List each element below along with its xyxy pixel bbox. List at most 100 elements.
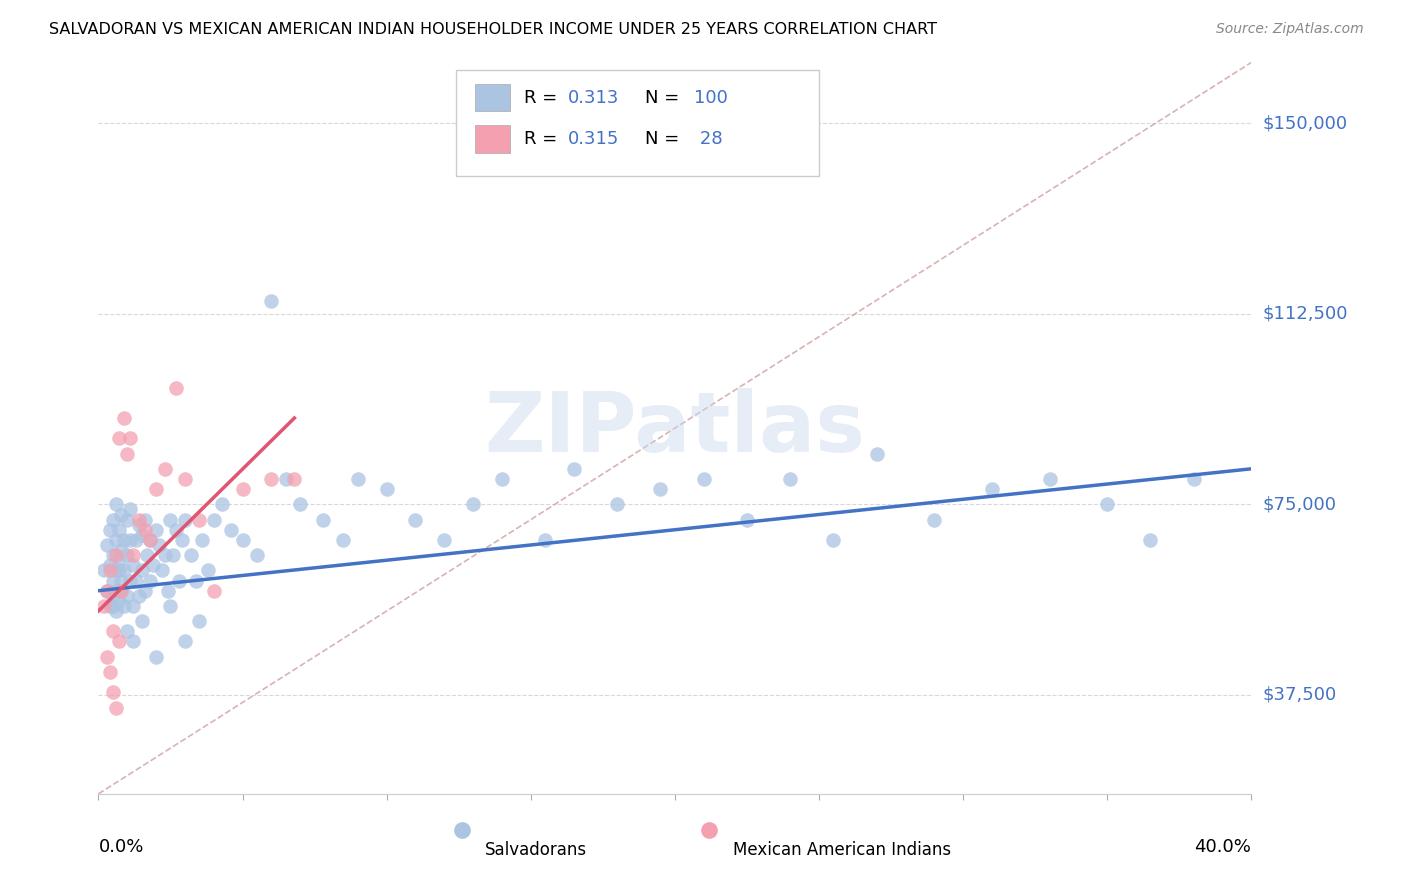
Point	[174, 512, 197, 526]
Point	[153, 462, 176, 476]
Point	[120, 574, 142, 588]
Point	[107, 634, 129, 648]
Point	[219, 523, 242, 537]
Point	[104, 533, 127, 547]
Point	[924, 512, 946, 526]
Point	[107, 553, 129, 567]
Point	[174, 634, 197, 648]
Point	[145, 482, 167, 496]
Point	[346, 472, 368, 486]
Point	[202, 512, 225, 526]
Point	[128, 512, 150, 526]
Point	[162, 548, 184, 562]
Point	[93, 563, 115, 577]
Point	[211, 497, 233, 511]
Point	[96, 583, 118, 598]
Point	[1097, 497, 1119, 511]
Point	[139, 533, 162, 547]
Point	[110, 583, 132, 598]
Point	[159, 599, 181, 613]
Point	[134, 523, 156, 537]
Point	[260, 294, 283, 309]
Point	[136, 548, 159, 562]
Text: R =: R =	[524, 130, 562, 148]
Point	[104, 563, 127, 577]
Point	[174, 472, 197, 486]
Point	[120, 533, 142, 547]
Point	[650, 482, 672, 496]
Text: Source: ZipAtlas.com: Source: ZipAtlas.com	[1216, 22, 1364, 37]
Point	[110, 583, 132, 598]
Point	[112, 563, 135, 577]
Point	[104, 548, 127, 562]
Point	[405, 512, 427, 526]
FancyBboxPatch shape	[475, 84, 510, 112]
FancyBboxPatch shape	[456, 70, 820, 176]
Point	[101, 685, 124, 699]
Point	[150, 563, 173, 577]
Point	[180, 548, 202, 562]
Point	[562, 462, 585, 476]
Point	[186, 574, 208, 588]
Point	[107, 523, 129, 537]
Point	[104, 604, 127, 618]
Text: N =: N =	[645, 88, 685, 106]
Point	[120, 502, 142, 516]
Point	[101, 624, 124, 639]
Point	[823, 533, 845, 547]
Point	[122, 599, 145, 613]
Point	[112, 533, 135, 547]
Point	[98, 563, 121, 577]
Point	[98, 523, 121, 537]
Point	[117, 548, 139, 562]
Point	[274, 472, 297, 486]
Point	[104, 583, 127, 598]
Point	[101, 548, 124, 562]
Point	[139, 574, 162, 588]
Point	[125, 533, 148, 547]
Point	[96, 538, 118, 552]
Point	[1139, 533, 1161, 547]
Point	[101, 512, 124, 526]
Text: 40.0%: 40.0%	[1195, 838, 1251, 855]
Text: 0.315: 0.315	[568, 130, 619, 148]
Point	[117, 589, 139, 603]
FancyBboxPatch shape	[475, 126, 510, 153]
Text: Salvadorans: Salvadorans	[485, 841, 586, 859]
Point	[104, 497, 127, 511]
Point	[148, 538, 170, 552]
Point	[117, 624, 139, 639]
Point	[122, 634, 145, 648]
Text: Mexican American Indians: Mexican American Indians	[733, 841, 950, 859]
Text: $75,000: $75,000	[1263, 495, 1337, 514]
Point	[156, 583, 179, 598]
Point	[159, 512, 181, 526]
Point	[107, 563, 129, 577]
Point	[606, 497, 628, 511]
Point	[188, 614, 211, 628]
Point	[117, 446, 139, 460]
Point	[153, 548, 176, 562]
Point	[981, 482, 1004, 496]
Point	[107, 594, 129, 608]
Point	[120, 431, 142, 445]
Point	[246, 548, 269, 562]
Point	[139, 533, 162, 547]
Point	[101, 599, 124, 613]
Point	[93, 599, 115, 613]
Point	[260, 472, 283, 486]
Point	[128, 589, 150, 603]
Point	[433, 533, 456, 547]
Point	[145, 523, 167, 537]
Point	[1039, 472, 1062, 486]
Point	[101, 574, 124, 588]
Point	[188, 512, 211, 526]
Text: ZIPatlas: ZIPatlas	[485, 388, 865, 468]
Point	[98, 599, 121, 613]
Point	[122, 548, 145, 562]
Text: $37,500: $37,500	[1263, 686, 1337, 704]
Point	[104, 700, 127, 714]
Point	[110, 574, 132, 588]
Point	[134, 512, 156, 526]
Point	[96, 649, 118, 664]
